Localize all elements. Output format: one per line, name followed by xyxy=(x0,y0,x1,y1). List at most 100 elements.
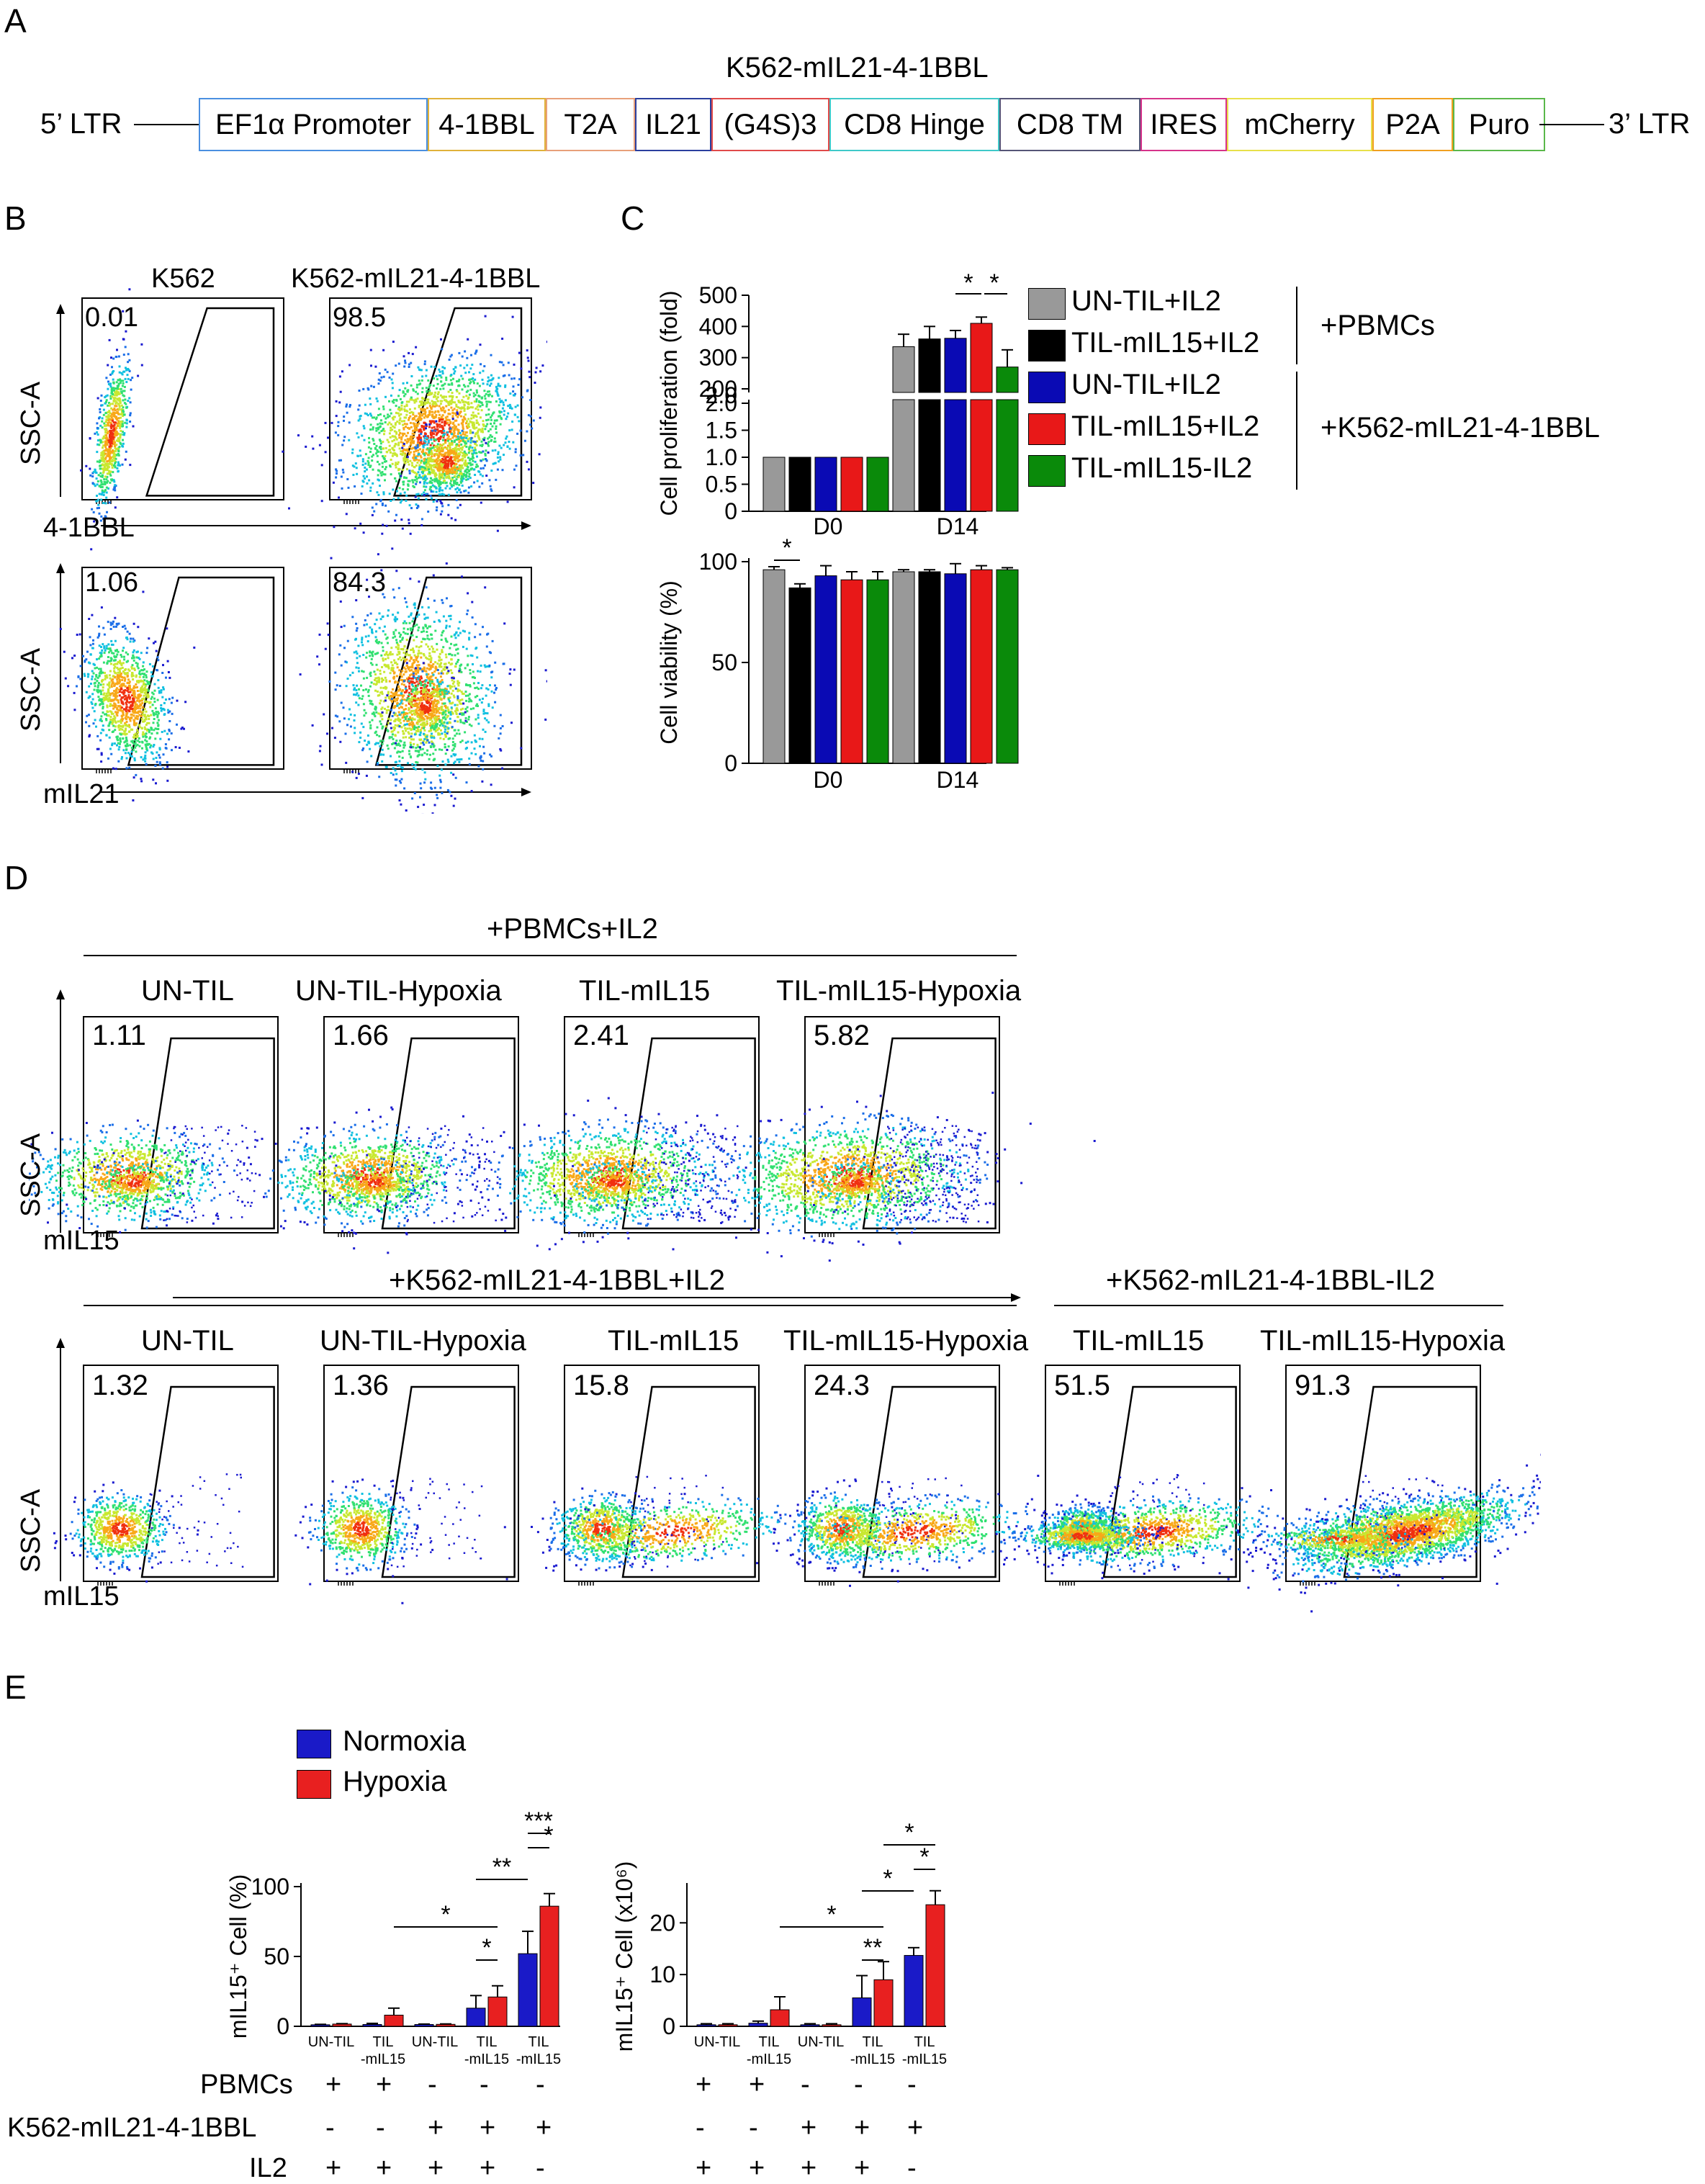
event-dot xyxy=(125,745,127,747)
event-dot xyxy=(444,743,446,745)
event-dot xyxy=(423,781,426,783)
event-dot xyxy=(482,423,485,426)
event-dot xyxy=(138,667,140,669)
event-dot xyxy=(112,471,114,473)
event-dot xyxy=(462,433,464,435)
event-dot xyxy=(476,390,478,392)
event-dot xyxy=(380,723,382,725)
event-dot xyxy=(444,383,446,385)
event-dot xyxy=(466,464,468,466)
event-dot xyxy=(110,624,112,626)
event-dot xyxy=(443,430,445,432)
event-dot xyxy=(153,714,156,716)
event-dot xyxy=(418,477,420,479)
event-dot xyxy=(327,622,329,624)
event-dot xyxy=(359,732,361,734)
event-dot xyxy=(361,695,364,697)
event-dot xyxy=(382,428,384,430)
event-dot xyxy=(485,400,487,403)
event-dot xyxy=(474,400,476,403)
event-dot xyxy=(133,758,135,760)
event-dot xyxy=(410,732,413,734)
event-dot xyxy=(359,418,361,420)
event-dot xyxy=(390,413,392,415)
event-dot xyxy=(96,735,99,737)
event-dot xyxy=(120,674,122,676)
event-dot xyxy=(120,720,122,722)
event-dot xyxy=(145,758,147,760)
event-dot xyxy=(526,349,528,351)
event-dot xyxy=(471,414,473,416)
event-dot xyxy=(491,436,493,438)
event-dot xyxy=(126,721,128,723)
event-dot xyxy=(385,725,387,727)
event-dot xyxy=(429,488,431,490)
event-dot xyxy=(359,697,361,699)
event-dot xyxy=(449,487,451,490)
event-dot xyxy=(85,722,87,724)
event-dot xyxy=(435,414,437,416)
event-dot xyxy=(380,430,382,432)
event-dot xyxy=(515,406,517,408)
event-dot xyxy=(114,432,117,434)
event-dot xyxy=(512,316,514,318)
event-dot xyxy=(450,395,452,397)
event-dot xyxy=(104,431,107,433)
event-dot xyxy=(441,377,443,379)
event-dot xyxy=(155,713,157,715)
event-dot xyxy=(357,704,359,706)
event-dot xyxy=(367,691,369,693)
event-dot xyxy=(416,384,418,386)
event-dot xyxy=(472,456,474,458)
event-dot xyxy=(392,463,394,465)
event-dot xyxy=(438,472,441,475)
event-dot xyxy=(520,747,522,750)
event-dot xyxy=(404,439,406,441)
event-dot xyxy=(137,690,139,692)
event-dot xyxy=(370,364,372,367)
event-dot xyxy=(373,443,375,445)
event-dot xyxy=(343,439,345,441)
event-dot xyxy=(109,471,111,473)
event-dot xyxy=(146,647,148,649)
event-dot xyxy=(312,448,314,450)
event-dot xyxy=(109,693,112,695)
event-dot xyxy=(436,434,438,436)
event-dot xyxy=(441,474,444,476)
event-dot xyxy=(119,427,121,429)
event-dot xyxy=(179,747,181,749)
event-dot xyxy=(127,638,129,640)
event-dot xyxy=(390,459,392,461)
event-dot xyxy=(369,403,372,405)
event-dot xyxy=(121,445,123,447)
event-dot xyxy=(494,685,496,687)
event-dot xyxy=(400,740,402,742)
event-dot xyxy=(487,430,490,432)
event-dot xyxy=(96,422,98,424)
event-dot xyxy=(136,686,138,688)
event-dot xyxy=(121,656,123,658)
event-dot xyxy=(345,405,347,408)
event-dot xyxy=(356,467,358,469)
event-dot xyxy=(361,797,364,799)
event-dot xyxy=(363,425,365,427)
event-dot xyxy=(367,460,369,462)
event-dot xyxy=(419,796,421,799)
event-dot xyxy=(443,738,445,740)
event-dot xyxy=(427,399,429,401)
event-dot xyxy=(360,415,362,417)
event-dot xyxy=(429,392,431,394)
event-dot xyxy=(405,495,408,497)
event-dot xyxy=(102,729,104,731)
event-dot xyxy=(114,617,116,619)
event-dot xyxy=(143,721,145,723)
event-dot xyxy=(482,729,485,731)
event-dot xyxy=(145,685,147,687)
event-dot xyxy=(401,454,403,456)
event-dot xyxy=(120,382,122,384)
event-dot xyxy=(536,367,538,369)
event-dot xyxy=(157,679,159,681)
event-dot xyxy=(382,743,384,745)
event-dot xyxy=(409,415,411,418)
event-dot xyxy=(379,446,382,448)
